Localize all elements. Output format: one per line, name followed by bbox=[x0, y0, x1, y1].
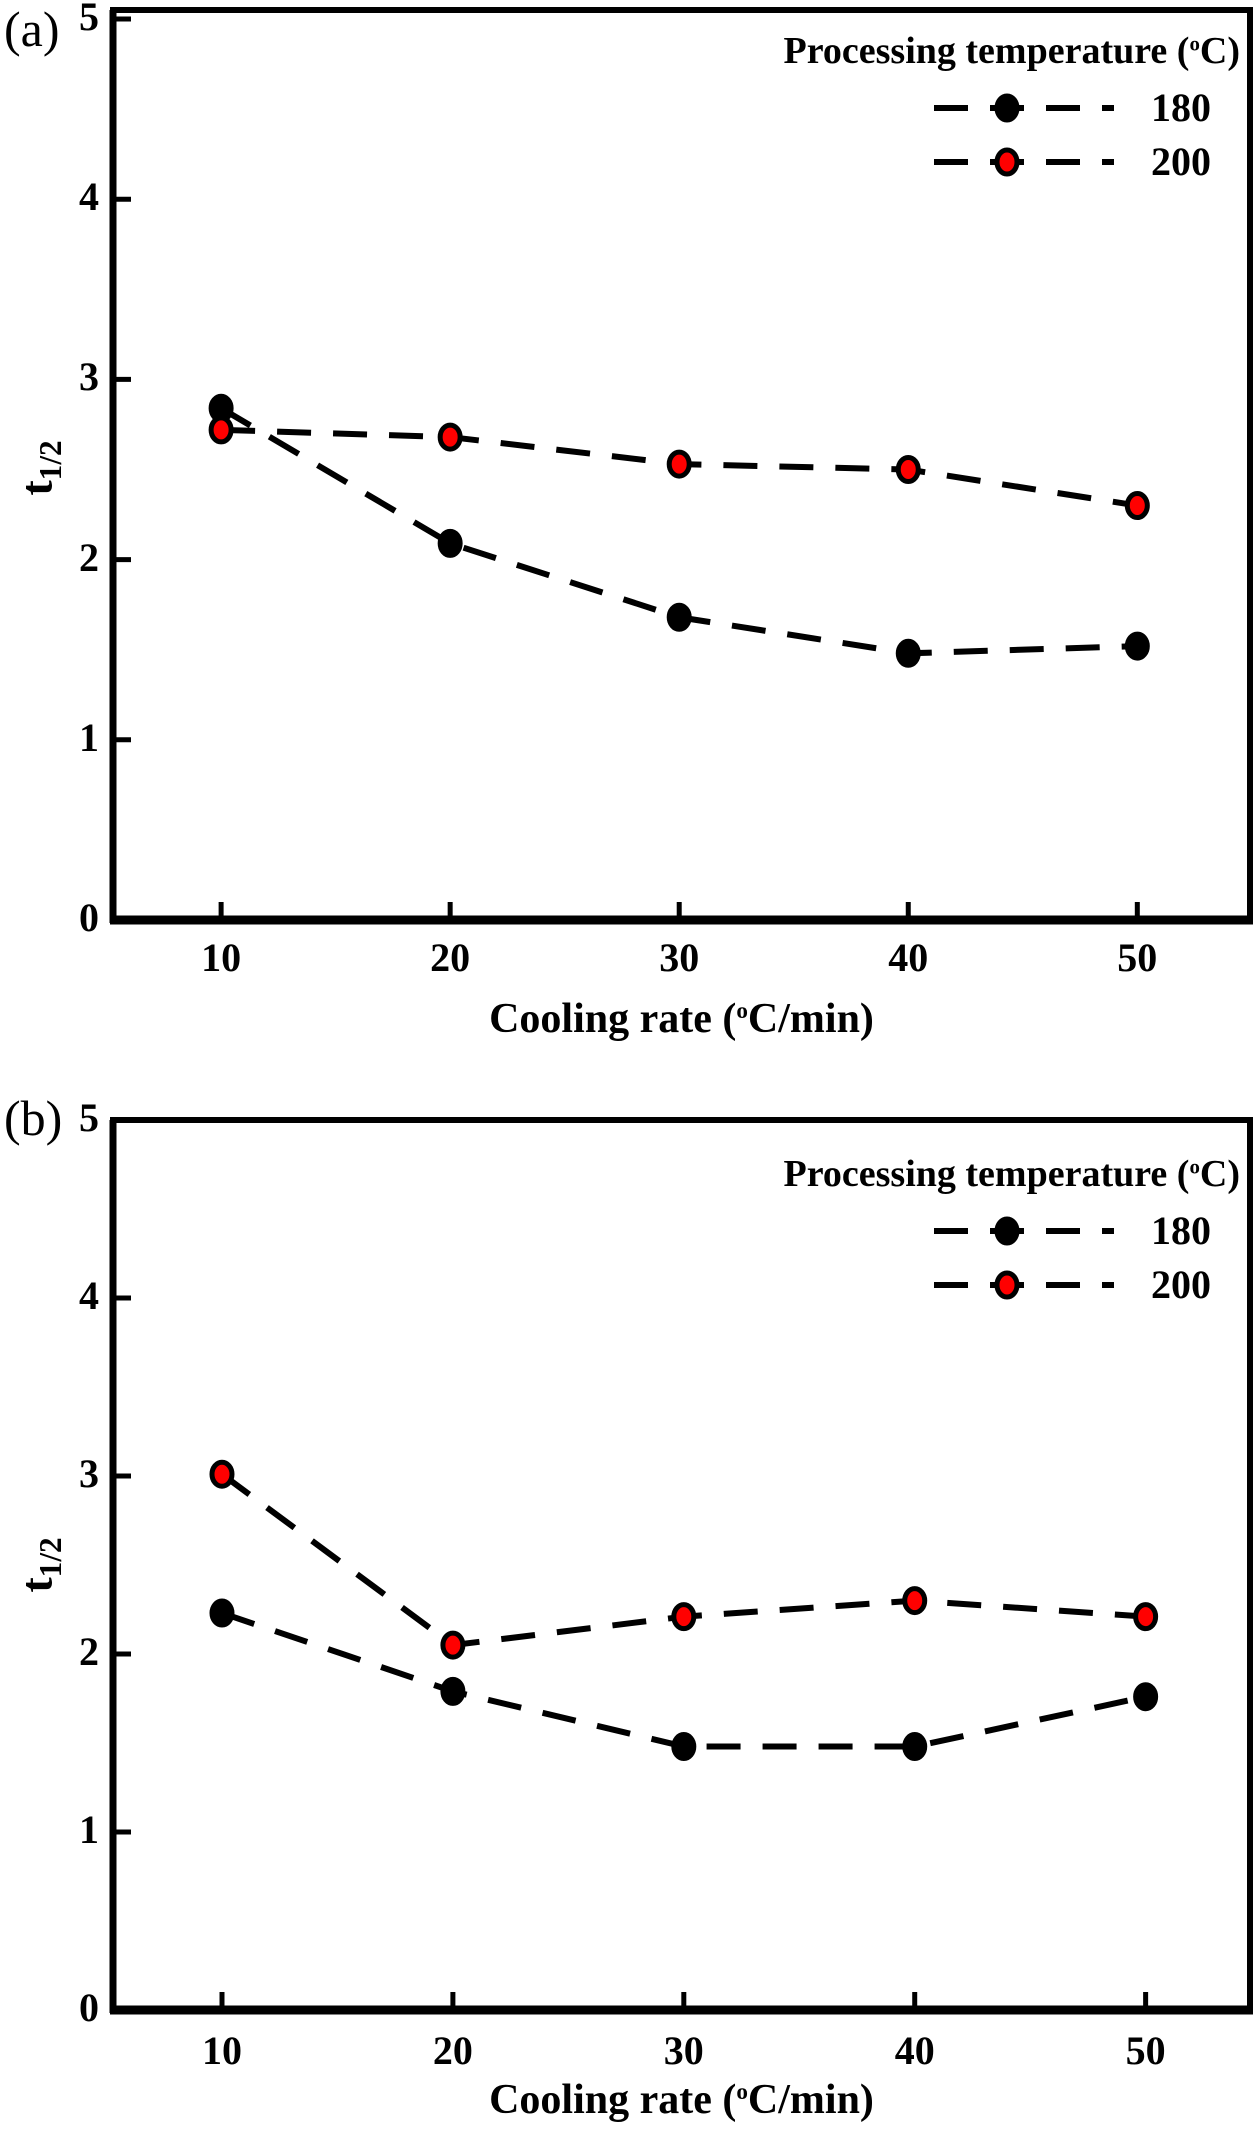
x-tick-label: 20 bbox=[430, 935, 471, 980]
panel-label: (b) bbox=[4, 1090, 63, 1146]
degree-symbol: o bbox=[1189, 1154, 1200, 1179]
legend-line-sample bbox=[934, 1216, 1114, 1245]
legend-marker-200 bbox=[994, 147, 1020, 176]
y-tick-label: 3 bbox=[79, 354, 99, 400]
x-tick-label: 30 bbox=[663, 2028, 704, 2073]
x-tick-label: 50 bbox=[1125, 2028, 1166, 2073]
panel-label: (a) bbox=[4, 1, 60, 57]
y-tick-label: 4 bbox=[79, 1273, 99, 1318]
y-tick-label: 2 bbox=[79, 1629, 99, 1674]
panel-a: (a) t1/2 Cooling rate (oC/min) Processin… bbox=[4, 0, 1253, 1044]
x-axis-title-text: Cooling rate ( bbox=[489, 2077, 737, 2123]
x-axis-title-unit: C/min) bbox=[747, 2077, 874, 2123]
y-tick-label: 1 bbox=[79, 714, 99, 760]
series-marker-180 bbox=[209, 1598, 235, 1628]
x-tick-label: 10 bbox=[201, 2028, 242, 2073]
x-axis-title-text: Cooling rate ( bbox=[489, 996, 737, 1042]
y-tick-label: 0 bbox=[79, 895, 99, 940]
x-tick-label: 20 bbox=[432, 2028, 473, 2073]
series-marker-180 bbox=[440, 1676, 466, 1706]
series-marker-200 bbox=[440, 1630, 466, 1660]
series-marker-200 bbox=[666, 449, 692, 479]
series-line-180 bbox=[221, 1610, 1147, 1750]
series-marker-180 bbox=[666, 602, 692, 632]
series-marker-200 bbox=[209, 1459, 235, 1489]
series-marker-200 bbox=[671, 1602, 697, 1632]
legend-title-text: Processing temperature ( bbox=[783, 1153, 1190, 1195]
degree-symbol: o bbox=[736, 997, 748, 1024]
panel-b: (b) t1/2 Cooling rate (oC/min) Processin… bbox=[0, 1067, 1260, 2134]
legend-label-200: 200 bbox=[1151, 138, 1211, 184]
degree-symbol: o bbox=[1189, 31, 1200, 56]
plot-area bbox=[109, 7, 1253, 925]
y-tick-label: 1 bbox=[79, 1807, 99, 1852]
legend-row-180: 180 bbox=[680, 1207, 1240, 1253]
legend-title: Processing temperature (oC) bbox=[680, 28, 1240, 76]
legend-marker-200 bbox=[994, 1270, 1020, 1299]
legend-line-sample bbox=[934, 93, 1114, 122]
x-axis-title: Cooling rate (oC/min) bbox=[113, 994, 1250, 1044]
y-axis-title-sub: 1/2 bbox=[33, 1537, 69, 1578]
series-marker-180 bbox=[1133, 1682, 1159, 1712]
legend-line-sample bbox=[934, 1270, 1114, 1299]
series-marker-200 bbox=[1124, 491, 1150, 521]
y-tick-label: 5 bbox=[79, 0, 99, 40]
y-axis-title-sub: 1/2 bbox=[33, 440, 69, 481]
legend-marker-180 bbox=[994, 93, 1020, 122]
x-axis-title-unit: C/min) bbox=[747, 996, 874, 1042]
y-axis-title-base: t bbox=[10, 480, 62, 496]
series-marker-180 bbox=[437, 528, 463, 558]
degree-symbol: o bbox=[736, 2078, 748, 2105]
y-tick-label: 3 bbox=[79, 1451, 99, 1496]
y-tick-label: 4 bbox=[79, 174, 99, 220]
legend-marker-180 bbox=[994, 1216, 1020, 1245]
legend: Processing temperature (oC) 180 200 bbox=[680, 1151, 1240, 1305]
y-tick-label: 0 bbox=[79, 1985, 99, 2030]
legend-title: Processing temperature (oC) bbox=[680, 1151, 1240, 1199]
series-marker-180 bbox=[895, 638, 921, 668]
legend-row-180: 180 bbox=[680, 84, 1240, 130]
series-marker-200 bbox=[208, 415, 234, 445]
x-tick-label: 50 bbox=[1117, 935, 1158, 980]
y-axis-title: t1/2 bbox=[10, 1537, 69, 1593]
x-tick-label: 30 bbox=[659, 935, 700, 980]
series-marker-180 bbox=[1124, 631, 1150, 661]
plot-area bbox=[109, 1117, 1253, 2015]
y-axis-title: t1/2 bbox=[10, 440, 69, 496]
x-tick-label: 40 bbox=[894, 2028, 935, 2073]
legend-row-200: 200 bbox=[680, 138, 1240, 184]
y-tick-label: 2 bbox=[79, 534, 99, 580]
series-marker-200 bbox=[1133, 1602, 1159, 1632]
series-marker-200 bbox=[902, 1586, 928, 1616]
legend-title-unit: C) bbox=[1199, 30, 1240, 72]
legend-title-text: Processing temperature ( bbox=[783, 30, 1190, 72]
series-marker-200 bbox=[895, 455, 921, 485]
legend-line-sample bbox=[934, 147, 1114, 176]
series-marker-180 bbox=[902, 1732, 928, 1762]
legend-label-200: 200 bbox=[1151, 1261, 1211, 1307]
legend-title-unit: C) bbox=[1199, 1153, 1240, 1195]
legend-label-180: 180 bbox=[1151, 1207, 1211, 1253]
legend-row-200: 200 bbox=[680, 1261, 1240, 1307]
series-marker-180 bbox=[671, 1732, 697, 1762]
series-marker-200 bbox=[437, 422, 463, 452]
legend-label-180: 180 bbox=[1151, 84, 1211, 130]
y-axis-title-base: t bbox=[10, 1577, 62, 1593]
x-tick-label: 40 bbox=[888, 935, 929, 980]
y-tick-label: 5 bbox=[79, 1095, 99, 1140]
legend: Processing temperature (oC) 180 200 bbox=[680, 28, 1240, 182]
x-axis-title: Cooling rate (oC/min) bbox=[113, 2075, 1250, 2125]
x-tick-label: 10 bbox=[201, 935, 242, 980]
